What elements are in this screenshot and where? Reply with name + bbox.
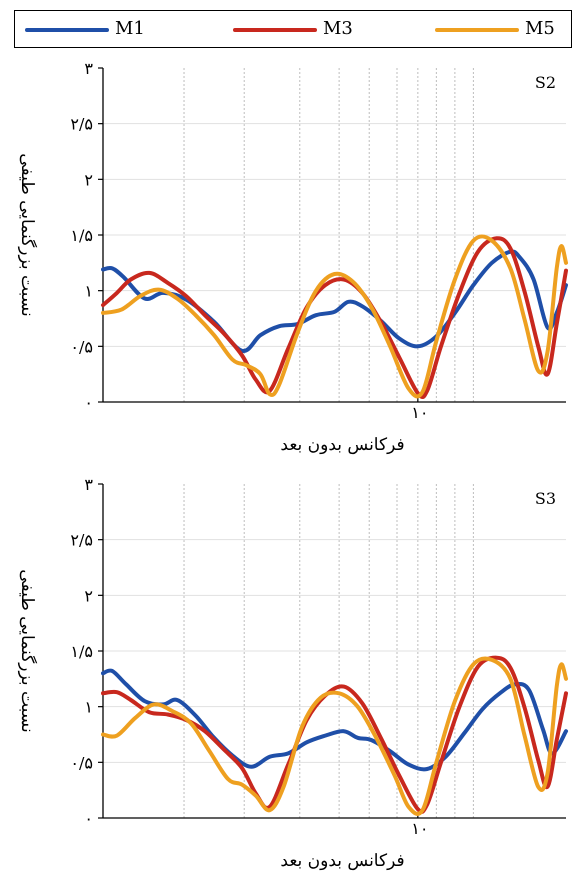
x-tick-label: ۱۰ (411, 403, 428, 422)
y-tick-label: ۰ (84, 393, 93, 412)
series-line-m5 (101, 656, 568, 816)
series-line-m5 (101, 234, 568, 399)
x-axis-label: فرکانس بدون بعد (280, 851, 404, 871)
chart-panel-s2: ۰ ۰/۵ ۱ ۱/۵ ۲ ۲/۵ ۳ ۱۰ فرکانس بدون بعد نسبت بزرگن… (17, 59, 568, 455)
legend-line-m5 (435, 28, 519, 32)
y-axis-label: نسبت بزرگنمایی طیفی (17, 569, 38, 732)
legend-line-m1 (25, 28, 109, 32)
series-line-m3 (101, 236, 568, 400)
y-tick-label: ۰/۵ (70, 753, 93, 772)
y-tick-label: ۱/۵ (70, 226, 93, 245)
panel-label: S2 (535, 73, 556, 92)
legend-label-m1: M1 (115, 18, 145, 39)
y-tick-label: ۲ (84, 170, 93, 189)
y-axis-label: نسبت بزرگنمایی طیفی (17, 153, 38, 316)
y-tick-label: ۰/۵ (70, 337, 93, 356)
panel-label: S3 (535, 489, 556, 508)
legend-label-m3: M3 (323, 18, 353, 39)
x-axis-label: فرکانس بدون بعد (280, 435, 404, 455)
x-tick-label: ۱۰ (411, 819, 428, 838)
legend: M1 M3 M5 (14, 10, 572, 48)
series-line-m1 (101, 249, 568, 353)
y-tick-label: ۲ (84, 586, 93, 605)
y-tick-label: ۱ (84, 698, 93, 717)
y-tick-label: ۲/۵ (70, 115, 93, 134)
y-tick-label: ۳ (84, 475, 93, 494)
series-line-m1 (101, 668, 568, 772)
y-tick-label: ۱ (84, 282, 93, 301)
chart-panel-s3: ۰ ۰/۵ ۱ ۱/۵ ۲ ۲/۵ ۳ ۱۰ فرکانس بدون بعد نسبت بزرگن… (17, 475, 568, 871)
y-tick-label: ۳ (84, 59, 93, 78)
legend-label-m5: M5 (525, 18, 555, 39)
y-tick-label: ۲/۵ (70, 531, 93, 550)
y-tick-label: ۱/۵ (70, 642, 93, 661)
y-tick-label: ۰ (84, 809, 93, 828)
legend-line-m3 (233, 28, 317, 32)
